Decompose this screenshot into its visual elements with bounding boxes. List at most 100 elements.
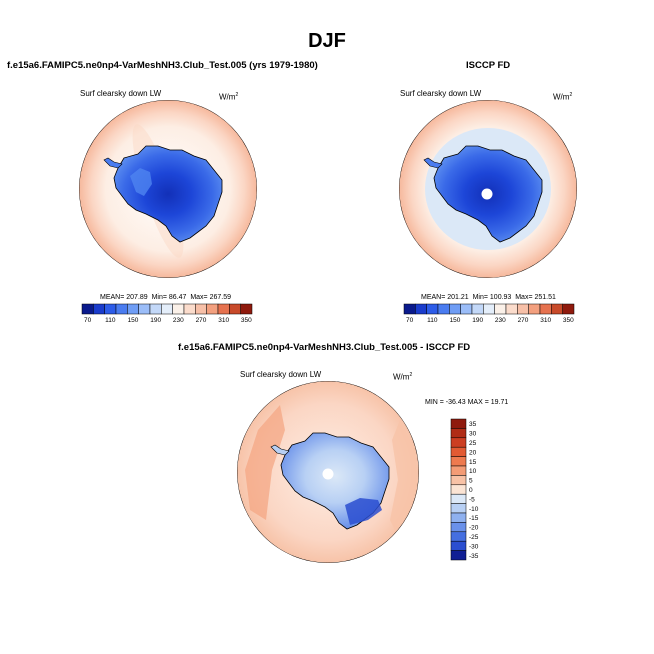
panel1-colorbar-swatch bbox=[172, 303, 185, 315]
panel3-colorbar-swatch bbox=[450, 475, 467, 486]
panel1-colorbar-swatch bbox=[104, 303, 117, 315]
panel3-colorbar: 35 30 25 20 15 10 5 0 -5 -10 -15 -20 -25 -30 -35 bbox=[450, 418, 479, 561]
panel3-warm-west bbox=[245, 405, 285, 520]
panel3-colorbar-swatch bbox=[450, 484, 467, 495]
panel3-colorbar-swatch bbox=[450, 418, 467, 429]
panel3-stats: MIN = -36.43 MAX = 19.71 bbox=[425, 399, 509, 406]
panel3-map bbox=[237, 381, 419, 563]
panel1-title: f.e15a6.FAMIPC5.ne0np4-VarMeshNH3.Club_T… bbox=[7, 60, 318, 71]
panel1-colorbar-swatch bbox=[161, 303, 173, 315]
panel2-colorbar-tick-label: 190 bbox=[472, 317, 483, 324]
panel3-colorbar-swatch bbox=[450, 531, 467, 542]
panel3-colorbar-swatch bbox=[450, 522, 467, 533]
panel3-colorbar-tick-label: 20 bbox=[469, 449, 477, 456]
panel3-peninsula bbox=[270, 444, 290, 456]
panel1-colorbar-tick-label: 350 bbox=[241, 317, 252, 324]
panel3-colorbar-tick-label: 5 bbox=[469, 478, 473, 485]
figure-title: DJF bbox=[308, 30, 346, 52]
panel3-pole-hole bbox=[322, 468, 334, 480]
panel1-colorbar-swatch bbox=[93, 303, 105, 315]
panel3-colorbar-swatch bbox=[450, 550, 467, 561]
panel2-colorbar-tick-label: 150 bbox=[450, 317, 461, 324]
panel3-colorbar-tick-label: -30 bbox=[469, 543, 479, 550]
panel1-colorbar-swatch bbox=[81, 303, 94, 315]
panel2-map bbox=[399, 100, 577, 278]
panel1-colorbar-tick-label: 230 bbox=[173, 317, 184, 324]
panel3-colorbar-tick-label: 10 bbox=[469, 468, 477, 475]
panel1-coast-light bbox=[130, 168, 152, 196]
panel1-colorbar-swatch bbox=[183, 303, 196, 315]
panel3-colorbar-tick-label: -15 bbox=[469, 515, 479, 522]
panel3-colorbar-tick-label: 30 bbox=[469, 431, 477, 438]
panel2-colorbar-tick-label: 110 bbox=[427, 317, 438, 324]
panel2-colorbar-swatch bbox=[494, 303, 507, 315]
panel1-colorbar-tick-label: 150 bbox=[128, 317, 139, 324]
panel3-colorbar-tick-label: -10 bbox=[469, 506, 479, 513]
panel2-variable: Surf clearsky down LW bbox=[400, 89, 482, 98]
panel3-colorbar-tick-label: -35 bbox=[469, 553, 479, 560]
panel3-colorbar-tick-label: -5 bbox=[469, 496, 475, 503]
panel1-colorbar-swatch bbox=[149, 303, 162, 315]
panel3-colorbar-swatch bbox=[450, 465, 467, 476]
panel1-colorbar-tick-label: 110 bbox=[105, 317, 116, 324]
panel2-colorbar-swatch bbox=[437, 303, 450, 315]
panel2-colorbar-tick-label: 230 bbox=[495, 317, 506, 324]
panel2-colorbar-swatch bbox=[471, 303, 484, 315]
panel2-colorbar-swatch bbox=[415, 303, 427, 315]
panel1-colorbar-tick-label: 190 bbox=[150, 317, 161, 324]
panel3-colorbar-swatch bbox=[450, 446, 467, 457]
panel3-colorbar-tick-label: -20 bbox=[469, 525, 479, 532]
panel2-colorbar-swatch bbox=[517, 303, 529, 315]
panel3-units: W/m2 bbox=[393, 372, 413, 382]
panel3-colorbar-swatch bbox=[450, 503, 467, 514]
panel2-title: ISCCP FD bbox=[466, 60, 511, 71]
panel3-colorbar-swatch bbox=[450, 540, 467, 551]
panel1-colorbar: 70 110 150 190 230 270 310 350 bbox=[81, 303, 253, 324]
panel1-stats: MEAN= 207.89 Min= 86.47 Max= 267.59 bbox=[100, 294, 232, 301]
panel3-blue-edge bbox=[345, 498, 382, 525]
panel3-colorbar-tick-label: -25 bbox=[469, 534, 479, 541]
panel2-colorbar-swatch bbox=[505, 303, 518, 315]
panel2-pole-hole bbox=[481, 188, 493, 200]
panel3-colorbar-swatch bbox=[450, 456, 467, 467]
panel2-colorbar-swatch bbox=[483, 303, 495, 315]
panel2-units: W/m2 bbox=[553, 92, 573, 102]
panel1-colorbar-swatch bbox=[115, 303, 128, 315]
panel1-colorbar-tick-label: 270 bbox=[196, 317, 207, 324]
panel2-colorbar-swatch bbox=[460, 303, 473, 315]
panel2-colorbar-tick-label: 350 bbox=[563, 317, 574, 324]
panel2-stats: MEAN= 201.21 Min= 100.93 Max= 251.51 bbox=[421, 294, 556, 301]
panel2-colorbar-tick-label: 310 bbox=[540, 317, 551, 324]
panel3-title: f.e15a6.FAMIPC5.ne0np4-VarMeshNH3.Club_T… bbox=[178, 342, 471, 353]
panel2-colorbar: 70 110 150 190 230 270 310 350 bbox=[403, 303, 575, 324]
panel1-variable: Surf clearsky down LW bbox=[80, 89, 162, 98]
panel2-colorbar-swatch bbox=[528, 303, 541, 315]
panel1-colorbar-swatch bbox=[217, 303, 230, 315]
panel2-colorbar-swatch bbox=[449, 303, 461, 315]
panel3-colorbar-tick-label: 25 bbox=[469, 440, 477, 447]
panel2-colorbar-swatch bbox=[426, 303, 439, 315]
panel3-colorbar-tick-label: 0 bbox=[469, 487, 473, 494]
panel2-colorbar-swatch bbox=[539, 303, 552, 315]
panel1-peninsula bbox=[103, 157, 123, 169]
panel1-colorbar-swatch bbox=[240, 303, 253, 315]
panel1-map bbox=[79, 100, 257, 278]
panel1-colorbar-swatch bbox=[229, 303, 241, 315]
panel3-variable: Surf clearsky down LW bbox=[240, 370, 322, 379]
panel3-colorbar-swatch bbox=[450, 437, 467, 448]
panel1-colorbar-tick-label: 310 bbox=[218, 317, 229, 324]
panel3-colorbar-swatch bbox=[450, 428, 467, 439]
panel2-colorbar-tick-label: 70 bbox=[406, 317, 414, 324]
panel2-colorbar-swatch bbox=[551, 303, 563, 315]
panel1-colorbar-swatch bbox=[195, 303, 207, 315]
panel1-colorbar-swatch bbox=[127, 303, 139, 315]
panel1-colorbar-swatch bbox=[138, 303, 151, 315]
panel1-colorbar-swatch bbox=[206, 303, 219, 315]
panel2-peninsula bbox=[423, 157, 443, 169]
panel2-colorbar-tick-label: 270 bbox=[518, 317, 529, 324]
panel3-colorbar-tick-label: 35 bbox=[469, 421, 477, 428]
panel3-colorbar-swatch bbox=[450, 493, 467, 504]
panel1-colorbar-tick-label: 70 bbox=[84, 317, 92, 324]
panel3-colorbar-tick-label: 15 bbox=[469, 459, 477, 466]
